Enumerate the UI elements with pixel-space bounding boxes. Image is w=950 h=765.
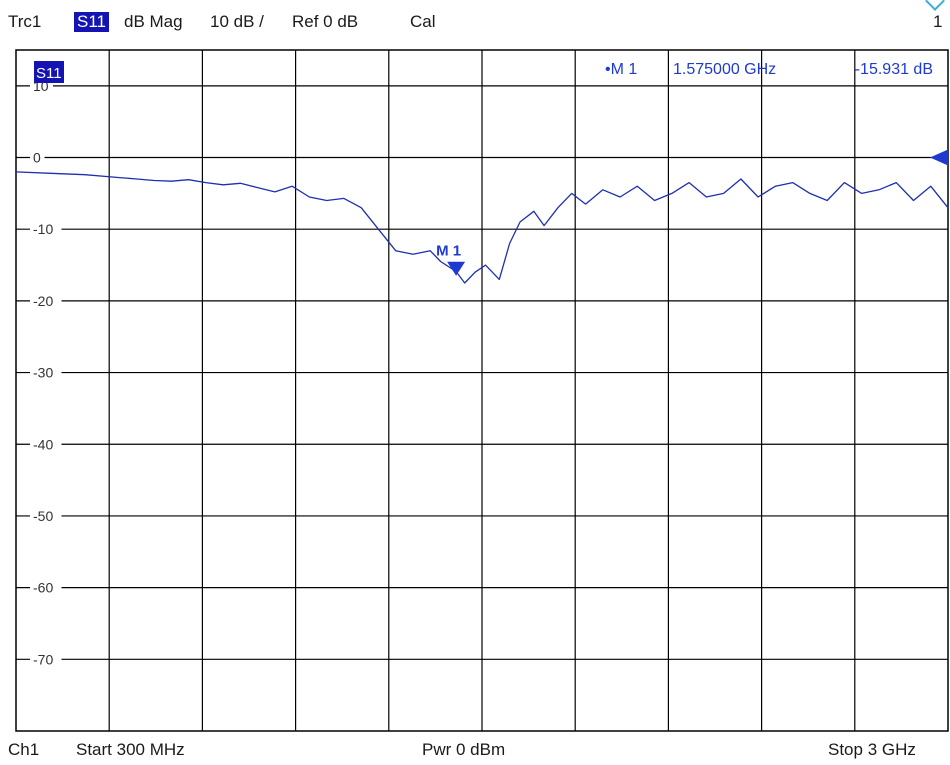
reference-label[interactable]: Ref 0 dB xyxy=(292,12,359,31)
tick-label-background xyxy=(30,435,62,454)
trace-line[interactable] xyxy=(15,171,949,284)
tick-label-background xyxy=(30,148,45,167)
tick-label-background xyxy=(30,578,62,597)
format-label[interactable]: dB Mag xyxy=(124,12,183,31)
y-tick-label: -30 xyxy=(33,365,53,381)
power-level[interactable]: Pwr 0 dBm xyxy=(422,740,506,759)
trace-label-text[interactable]: S11 xyxy=(36,65,62,82)
reference-level-arrow[interactable] xyxy=(930,149,948,166)
y-tick-label: -20 xyxy=(33,293,53,309)
trace-header: Trc1 S11 dB Mag 10 dB / Ref 0 dB Cal 1 xyxy=(0,0,950,44)
measurement-parameter[interactable]: S11 xyxy=(74,12,109,32)
marker-readout-value: -15.931 dB xyxy=(855,61,933,78)
start-frequency[interactable]: Start 300 MHz xyxy=(76,740,185,759)
y-tick-label: -10 xyxy=(33,221,53,237)
tick-label-background xyxy=(30,506,62,525)
channel-label[interactable]: Ch1 xyxy=(8,740,40,759)
channel-index: 1 xyxy=(933,12,943,31)
calibration-label[interactable]: Cal xyxy=(410,12,436,31)
tick-label-background xyxy=(30,220,62,239)
y-tick-label: -70 xyxy=(33,651,53,667)
stop-frequency[interactable]: Stop 3 GHz xyxy=(828,740,916,759)
trace-name[interactable]: Trc1 xyxy=(8,12,42,31)
tick-label-background xyxy=(30,363,62,382)
tick-label-background xyxy=(30,291,62,310)
y-tick-label: 0 xyxy=(33,150,41,166)
y-tick-label: -60 xyxy=(33,580,53,596)
y-tick-label: -50 xyxy=(33,508,53,524)
marker-readout-frequency: 1.575000 GHz xyxy=(673,61,776,78)
marker-label[interactable]: M 1 xyxy=(436,243,461,260)
trace-label-box[interactable] xyxy=(34,61,64,83)
tick-label-background xyxy=(30,650,62,669)
y-tick-label: -40 xyxy=(33,436,53,452)
marker-triangle[interactable] xyxy=(447,261,466,276)
channel-footer: Ch1 Start 300 MHz Pwr 0 dBm Stop 3 GHz xyxy=(0,736,950,765)
marker-readout-name: •M 1 xyxy=(605,61,637,78)
scale-label[interactable]: 10 dB / xyxy=(210,12,264,31)
